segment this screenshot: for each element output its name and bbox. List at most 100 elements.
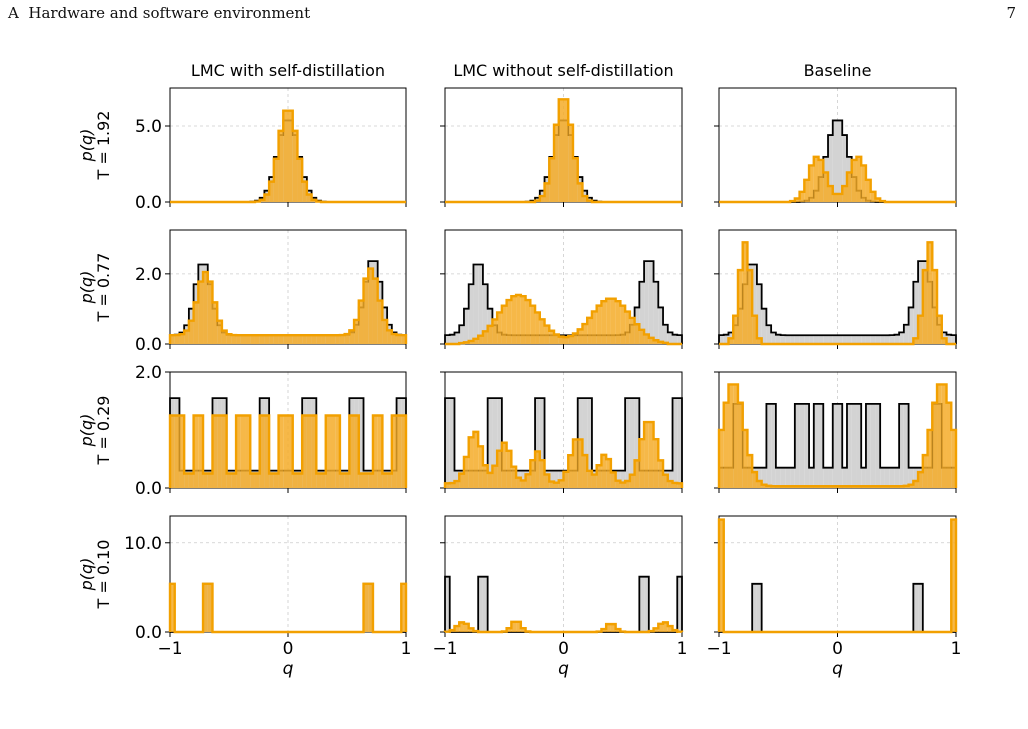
- model-histogram-outline: [443, 420, 684, 488]
- model-histogram-outline: [443, 620, 684, 634]
- reference-histogram-outline: [718, 403, 957, 488]
- model-histogram-bin: [372, 415, 378, 488]
- reference-histogram-bin: [813, 403, 819, 488]
- model-histogram-bin: [846, 172, 852, 202]
- model-histogram-bin: [170, 583, 175, 632]
- model-histogram-bin: [648, 337, 654, 344]
- model-histogram-bin: [269, 335, 274, 344]
- model-histogram-bin: [316, 473, 322, 488]
- y-tick-label: 0.0: [135, 335, 162, 355]
- model-histogram-bin: [254, 335, 260, 344]
- reference-histogram-bin: [818, 403, 824, 488]
- model-histogram-bin: [520, 480, 526, 488]
- reference-histogram-bin: [823, 335, 829, 344]
- model-histogram-bin: [283, 335, 288, 344]
- model-histogram-outline: [445, 98, 682, 204]
- model-histogram-bin: [653, 439, 659, 488]
- model-histogram-bin: [596, 465, 602, 488]
- model-histogram-bin: [601, 629, 607, 632]
- reference-histogram-bin: [884, 335, 890, 344]
- x-tick-label: 0: [283, 639, 294, 659]
- model-histogram-bin: [672, 482, 678, 488]
- model-histogram-bin: [742, 429, 748, 488]
- model-histogram-outline: [717, 383, 958, 488]
- reference-histogram-bin: [497, 398, 502, 488]
- model-histogram-bin: [539, 196, 545, 202]
- model-histogram-bin: [363, 473, 369, 488]
- reference-histogram-outline: [444, 260, 683, 344]
- reference-histogram-bin: [832, 403, 838, 488]
- model-histogram-bin: [856, 156, 862, 202]
- model-histogram-bin: [582, 455, 588, 488]
- reference-histogram-bin: [482, 284, 488, 344]
- model-histogram-bin: [506, 300, 512, 344]
- model-histogram-bin: [568, 336, 573, 344]
- model-histogram-bin: [184, 330, 189, 344]
- reference-histogram: [719, 119, 956, 203]
- model-histogram-bin: [539, 460, 545, 488]
- reference-histogram-bin: [799, 335, 805, 344]
- model-histogram-bin: [620, 482, 626, 488]
- reference-histogram-bin: [846, 335, 852, 344]
- model-histogram-bin: [302, 335, 307, 344]
- reference-histogram-bin: [752, 583, 757, 632]
- y-tick-label: 5.0: [135, 117, 162, 137]
- model-histogram-bin: [463, 623, 469, 632]
- model-histogram-bin: [226, 334, 232, 344]
- model-histogram-bin: [677, 483, 682, 488]
- model-histogram-bin: [231, 335, 237, 344]
- model-histogram-bin: [259, 415, 265, 488]
- model-histogram-bin: [231, 473, 237, 488]
- reference-histogram-bin: [639, 576, 645, 632]
- reference-histogram-bin: [913, 583, 919, 632]
- model-histogram-bin: [236, 415, 241, 488]
- reference-histogram-bin: [828, 135, 833, 202]
- reference-histogram-bin: [620, 470, 626, 488]
- reference-histogram-bin: [766, 325, 772, 344]
- model-histogram-bin: [511, 466, 517, 488]
- model-histogram-bin: [865, 179, 871, 202]
- model-histogram-bin: [198, 415, 204, 488]
- model-histogram-bin: [606, 624, 611, 632]
- model-histogram-bin: [463, 456, 469, 488]
- reference-histogram-bin: [861, 335, 866, 344]
- model-histogram-bin: [610, 298, 616, 344]
- model-histogram-bin: [377, 415, 383, 488]
- model-histogram-bin: [358, 300, 364, 344]
- reference-histogram-bin: [487, 398, 493, 488]
- reference-histogram-bin: [492, 398, 498, 488]
- reference-histogram-bin: [880, 467, 885, 488]
- model-histogram: [717, 383, 958, 488]
- reference-histogram-bin: [482, 576, 488, 632]
- row-label-density: p(q): [77, 558, 96, 592]
- model-histogram-bin: [349, 415, 355, 488]
- reference-histogram-bin: [837, 335, 843, 344]
- reference-histogram-bin: [790, 335, 795, 344]
- x-tick-label: −1: [706, 639, 731, 659]
- reference-histogram-bin: [639, 281, 645, 344]
- model-histogram-bin: [648, 422, 654, 488]
- model-histogram-bin: [288, 335, 293, 344]
- model-histogram-bin: [339, 335, 345, 344]
- model-histogram-bin: [723, 402, 729, 488]
- model-histogram-bin: [368, 473, 373, 488]
- section-letter: A: [8, 4, 19, 22]
- x-tick-label: 1: [677, 639, 688, 659]
- reference-histogram-bin: [899, 332, 904, 344]
- reference-histogram-bin: [894, 334, 900, 344]
- model-histogram-bin: [288, 415, 293, 488]
- model-histogram-bin: [174, 335, 180, 344]
- reference-histogram-bin: [889, 467, 895, 488]
- model-histogram-bin: [932, 402, 938, 488]
- model-histogram-bin: [459, 622, 464, 632]
- model-histogram-bin: [927, 429, 933, 488]
- reference-histogram-bin: [677, 398, 682, 488]
- model-histogram-bin: [577, 183, 583, 202]
- reference-histogram-bin: [894, 467, 900, 488]
- reference-histogram-bin: [818, 335, 824, 344]
- model-histogram-bin: [273, 473, 279, 488]
- model-histogram-bin: [473, 338, 479, 344]
- model-histogram-bin: [851, 159, 857, 202]
- reference-histogram-bin: [358, 398, 364, 488]
- reference-histogram-bin: [799, 403, 805, 488]
